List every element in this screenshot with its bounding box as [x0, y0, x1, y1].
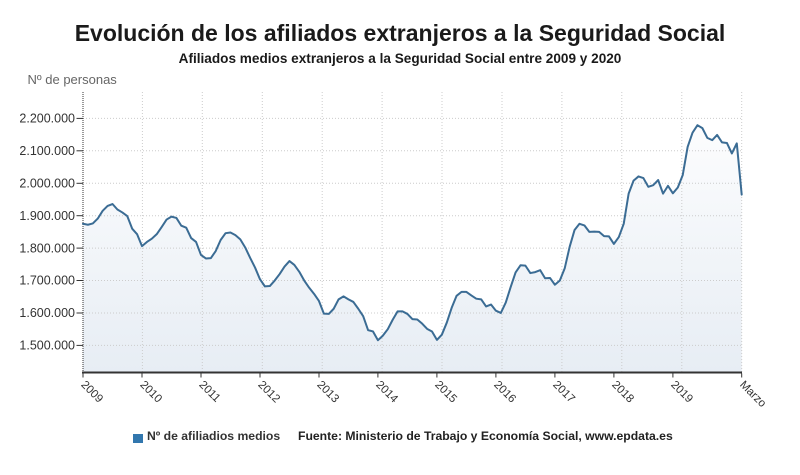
svg-text:2017: 2017: [550, 379, 577, 406]
svg-text:1.500.000: 1.500.000: [19, 339, 75, 353]
svg-text:2010: 2010: [137, 379, 164, 406]
svg-text:2019: 2019: [668, 379, 695, 406]
svg-text:1.700.000: 1.700.000: [19, 274, 75, 288]
svg-text:2.000.000: 2.000.000: [19, 177, 75, 191]
svg-text:2014: 2014: [373, 379, 400, 406]
svg-text:2016: 2016: [491, 379, 518, 406]
svg-text:1.600.000: 1.600.000: [19, 306, 75, 320]
svg-text:1.800.000: 1.800.000: [19, 241, 75, 255]
svg-text:2013: 2013: [314, 379, 341, 406]
svg-text:1.900.000: 1.900.000: [19, 209, 75, 223]
svg-text:2009: 2009: [78, 379, 105, 406]
svg-text:2015: 2015: [432, 379, 459, 406]
svg-text:2012: 2012: [255, 379, 282, 406]
svg-text:2018: 2018: [609, 379, 636, 406]
svg-text:2011: 2011: [196, 379, 222, 405]
svg-text:Marzo: Marzo: [737, 379, 768, 410]
svg-text:2.100.000: 2.100.000: [19, 144, 75, 158]
svg-text:2.200.000: 2.200.000: [19, 112, 75, 126]
